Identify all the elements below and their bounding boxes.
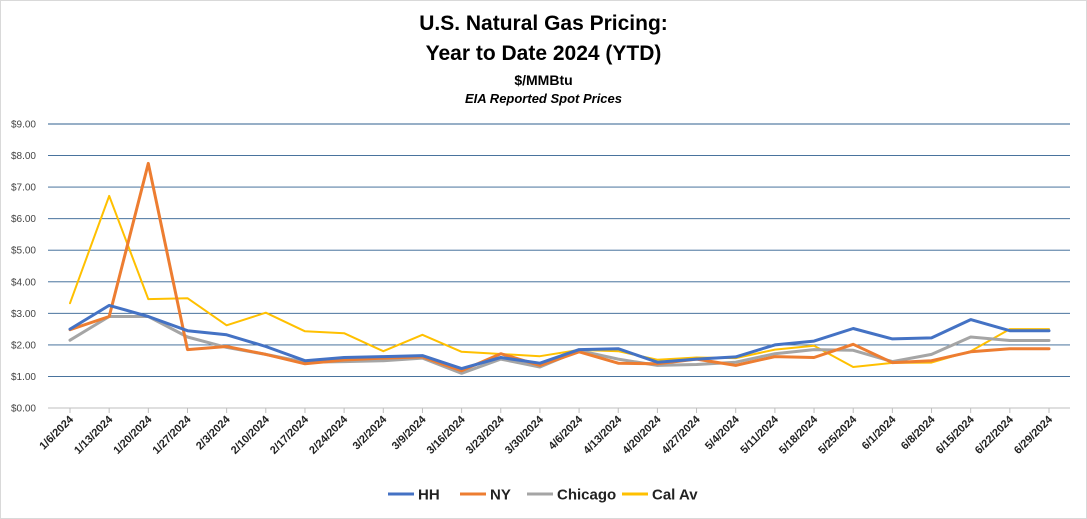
x-tick-label: 5/25/2024 [816, 413, 860, 457]
x-tick-label: 1/27/2024 [151, 413, 195, 457]
x-tick-label: 4/6/2024 [546, 413, 585, 452]
y-tick-label: $1.00 [11, 372, 36, 383]
series-line-ny [68, 161, 1051, 373]
x-tick-label: 3/23/2024 [464, 413, 508, 457]
series-line-cal-av [69, 194, 1050, 368]
x-tick-label: 5/4/2024 [703, 413, 742, 452]
legend-label: HH [418, 487, 440, 504]
y-tick-label: $4.00 [11, 277, 36, 288]
y-tick-label: $0.00 [11, 404, 36, 415]
chart-title-line2: Year to Date 2024 (YTD) [425, 42, 662, 65]
x-tick-label: 1/13/2024 [72, 413, 116, 457]
y-tick-label: $9.00 [11, 120, 36, 131]
series-line-hh [68, 303, 1051, 371]
x-tick-label: 6/1/2024 [860, 413, 899, 452]
x-tick-label: 6/22/2024 [973, 413, 1017, 457]
x-tick-label: 2/24/2024 [307, 413, 351, 457]
x-tick-label: 6/15/2024 [934, 413, 978, 457]
chart-subtitle-source: EIA Reported Spot Prices [465, 91, 622, 106]
y-tick-label: $6.00 [11, 214, 36, 225]
y-tick-label: $3.00 [11, 309, 36, 320]
legend-label: NY [490, 487, 511, 504]
x-tick-label: 3/16/2024 [425, 413, 469, 457]
y-tick-label: $8.00 [11, 151, 36, 162]
x-tick-label: 4/27/2024 [660, 413, 704, 457]
y-tick-label: $2.00 [11, 340, 36, 351]
x-tick-label: 1/20/2024 [111, 413, 155, 457]
x-tick-label: 6/8/2024 [899, 413, 938, 452]
x-tick-label: 4/13/2024 [581, 413, 625, 457]
y-tick-label: $5.00 [11, 246, 36, 257]
x-tick-label: 2/3/2024 [194, 413, 233, 452]
legend-label: Cal Av [652, 487, 698, 504]
legend-label: Chicago [557, 487, 616, 504]
x-tick-label: 3/30/2024 [503, 413, 547, 457]
x-tick-label: 2/10/2024 [229, 413, 273, 457]
chart-subtitle-units: $/MMBtu [514, 72, 573, 88]
x-tick-label: 1/6/2024 [37, 413, 76, 452]
x-tick-label: 2/17/2024 [268, 413, 312, 457]
x-tick-label: 3/2/2024 [351, 413, 390, 452]
x-tick-label: 6/29/2024 [1012, 413, 1056, 457]
x-tick-label: 3/9/2024 [390, 413, 429, 452]
x-tick-label: 4/20/2024 [620, 413, 664, 457]
x-tick-label: 5/18/2024 [777, 413, 821, 457]
y-tick-label: $7.00 [11, 183, 36, 194]
x-tick-label: 5/11/2024 [738, 413, 781, 456]
chart-title: U.S. Natural Gas Pricing: [419, 12, 668, 35]
